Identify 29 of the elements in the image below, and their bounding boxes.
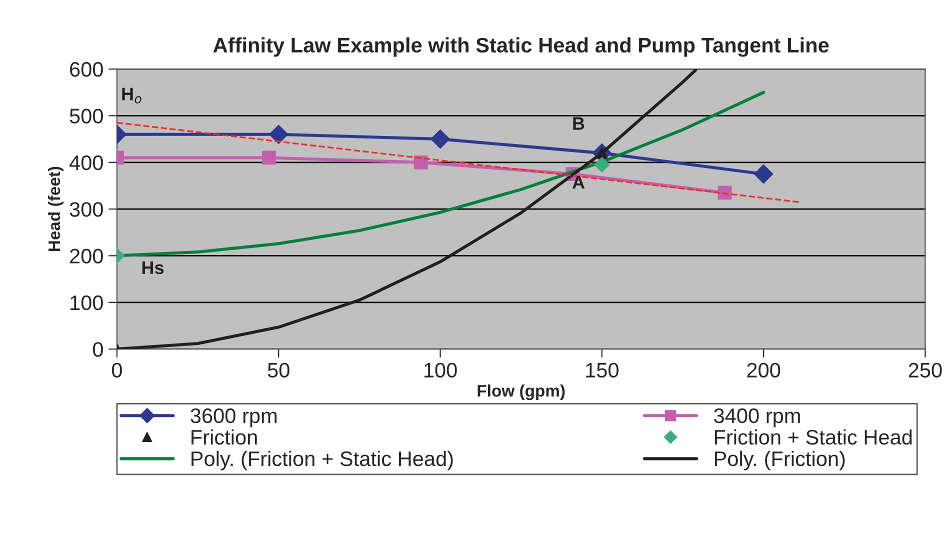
y-tick-label: 300 [70,202,103,217]
line-series [116,69,698,350]
x-tick-label: 250 [908,362,942,378]
y-tick-label: 100 [70,295,103,310]
annotation: B [573,117,584,130]
y-tick-label: 0 [92,342,103,357]
legend-label: Poly. (Friction) [714,450,845,470]
y-tick-label: 400 [69,155,103,170]
x-tick-label: 0 [112,362,122,378]
x-tick-label: 200 [747,362,780,378]
annotation: H$_{o}$ [122,88,142,104]
point [430,130,450,149]
chart-title: Affinity Law Example with Static Head and Pump Tangent Line [213,37,829,57]
x-axis-title: Flow (gpm) [478,384,565,400]
x-tick-label: 100 [424,362,457,378]
legend-label: Friction + Static Head [714,429,912,445]
y-axis-title: Head (feet) [48,166,64,252]
legend-label: 3600 rpm [190,408,277,428]
y-tick-label: 200 [70,248,103,264]
x-tick-label: 150 [586,362,618,378]
legend-label: Friction [192,429,257,445]
x-tick-label: 50 [268,362,290,378]
y-tick-label: 600 [70,62,103,77]
annotation: Hs [142,262,164,274]
point [754,164,774,184]
y-tick-label: 500 [70,108,103,124]
legend-label: Poly. (Friction + Static Head) [192,450,453,470]
annotation: A [572,176,585,189]
legend-label: 3400 rpm [714,408,800,428]
